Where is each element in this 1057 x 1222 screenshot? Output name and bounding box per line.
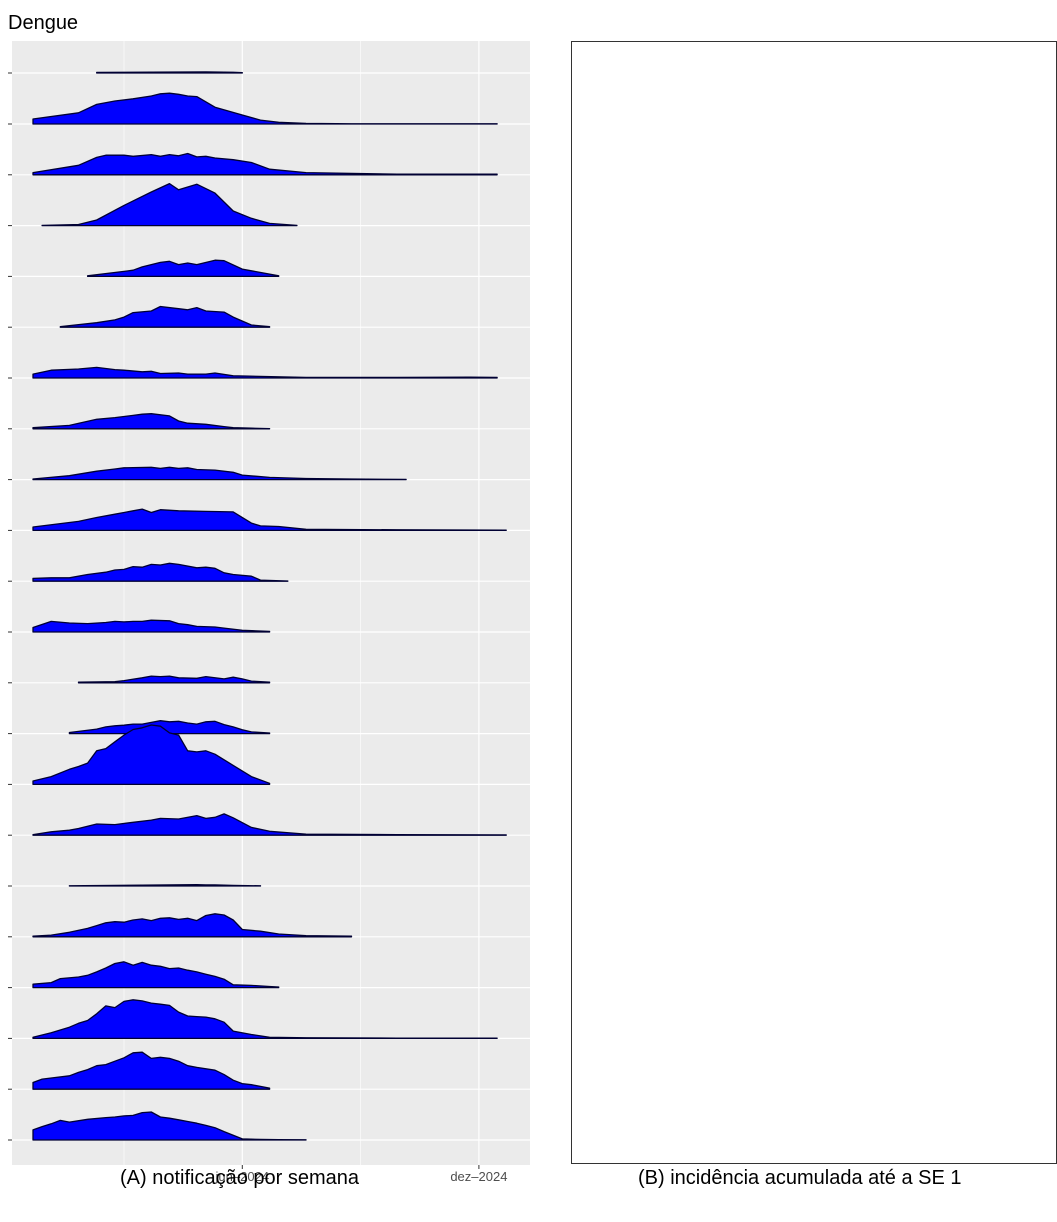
ridge-series-11 [32,619,271,633]
ridge-series-20 [32,1051,271,1090]
panel-a-background [12,41,530,1165]
ridge-series-2 [32,152,498,176]
page-title: Dengue [8,12,79,34]
x-tick-label-1: dez–2024 [450,1169,507,1184]
ridge-series-1 [32,92,498,125]
axis-layer: jun–2024 dez–2024 [8,72,507,1184]
ridge-series-10 [32,562,289,582]
ridge-series-6 [32,366,498,379]
ridge-series-21 [32,1111,307,1141]
ridge-series-17 [32,913,353,938]
ridge-series-18 [32,961,280,989]
ridge-series-19 [32,999,498,1040]
series-layer [32,71,507,1141]
x-tick-label-0: jun–2024 [215,1169,270,1184]
ridge-series-3 [41,182,298,227]
ridge-series-12 [77,675,271,684]
ridge-series-4 [86,259,280,278]
panel-b-caption: (B) incidência acumulada até a SE 1 [638,1167,962,1189]
ridge-series-15 [32,813,507,836]
ridge-series-16 [68,884,262,887]
ridge-series-13 [68,720,271,735]
panel-b-empty-plot [571,41,1057,1164]
ridge-series-8 [32,466,407,481]
ridge-series-14 [32,724,271,786]
ridge-series-0 [96,71,243,74]
ridge-series-7 [32,413,271,430]
ridge-series-9 [32,508,507,532]
ridge-series-5 [59,305,271,328]
panel-a-caption: (A) notificação por semana [120,1167,360,1189]
